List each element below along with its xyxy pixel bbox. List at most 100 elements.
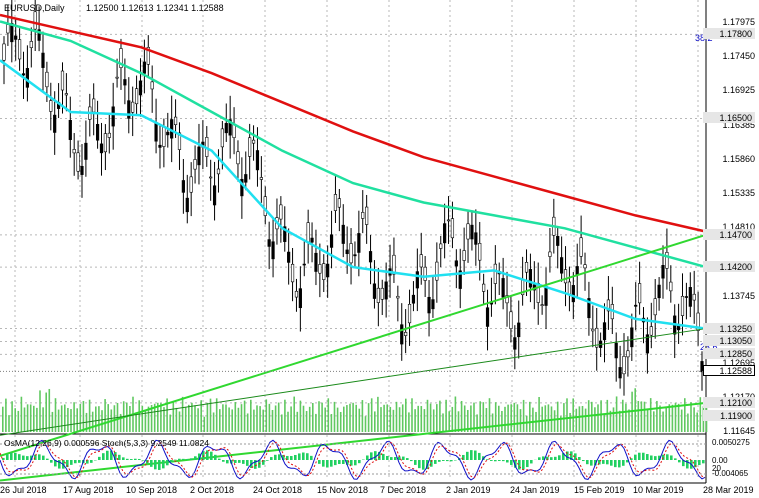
date-label: 28 Mar 2019 [703, 485, 754, 495]
osma-bar [210, 451, 213, 460]
candle-body [341, 224, 345, 244]
candle-body [255, 150, 260, 171]
volume-bar [11, 401, 13, 432]
candle-body [181, 180, 185, 193]
volume-bar [674, 402, 677, 432]
candle-body [25, 68, 29, 88]
osma-bar [550, 457, 553, 460]
price-axis-label: 1.12695 [722, 358, 755, 369]
candle-body [454, 260, 458, 267]
osma-bar [166, 460, 169, 466]
volume-bar [144, 410, 147, 432]
osma-bar [218, 458, 221, 460]
candle-body [189, 176, 193, 193]
volume-bar [184, 407, 187, 432]
candle-body [162, 126, 166, 147]
volume-bar [377, 396, 379, 432]
candle-body [49, 100, 53, 112]
price-tag: 1.14700 [703, 228, 755, 240]
candle-body [466, 223, 470, 240]
volume-bar [479, 401, 481, 432]
osma-bar [582, 460, 585, 462]
volume-bar [355, 404, 357, 432]
osma-bar [670, 455, 673, 460]
volume-bar [82, 400, 85, 432]
volume-bar [321, 402, 323, 432]
osma-bar [182, 458, 185, 460]
candle-body [158, 144, 162, 148]
candle-body [29, 41, 33, 48]
osma-bar [26, 456, 29, 460]
price-axis-label: 1.13745 [722, 290, 755, 301]
candle-body [431, 299, 435, 310]
volume-bar [680, 409, 683, 432]
candle-body [661, 265, 665, 279]
price-axis-label: 1.17975 [722, 17, 755, 28]
volume-bar [79, 403, 82, 432]
osma-bar [318, 460, 321, 464]
volume-bar [147, 406, 150, 432]
osma-bar [238, 460, 241, 463]
volume-bar [169, 414, 171, 432]
volume-bar [653, 411, 655, 432]
osma-bar [306, 453, 309, 460]
candle-body [349, 243, 353, 264]
candle-body [99, 143, 104, 154]
price-tag: 1.12100 [703, 396, 755, 408]
volume-bar [423, 409, 426, 432]
candle-body [361, 212, 365, 219]
candle-body [513, 337, 517, 350]
candle-body [696, 312, 700, 331]
candle-body [618, 367, 622, 379]
volume-bar [584, 408, 587, 432]
osma-bar [358, 460, 361, 464]
volume-bar [343, 406, 345, 432]
candle-body [80, 166, 84, 175]
osma-bar [66, 460, 69, 468]
volume-bar [637, 400, 640, 432]
candle-body [439, 243, 443, 249]
volume-bar [606, 399, 609, 432]
osma-bar [106, 450, 109, 460]
volume-bar [141, 405, 144, 432]
osma-bar [266, 460, 269, 461]
candle-body [435, 261, 439, 281]
volume-bar [541, 406, 543, 432]
candle-body [10, 23, 14, 43]
osma-bar [606, 460, 609, 465]
volume-bar [327, 398, 330, 432]
volume-bar [380, 407, 382, 432]
osma-bar [410, 460, 413, 462]
osma-bar [98, 456, 101, 460]
osma-bar [414, 460, 417, 465]
osma-bar [658, 455, 661, 460]
osma-bar [78, 460, 81, 463]
candle-body [107, 132, 111, 138]
osma-bar [642, 452, 645, 460]
trend-line-0 [0, 233, 707, 457]
volume-bar [336, 407, 339, 432]
osma-bar [406, 458, 409, 460]
volume-bar [445, 399, 447, 432]
osma-bar [554, 456, 557, 460]
osma-bar [654, 456, 657, 460]
candle-body [606, 299, 611, 312]
osma-bar [158, 460, 161, 470]
candle-body [310, 237, 314, 243]
volume-bar [665, 407, 667, 432]
osma-bar [194, 456, 197, 460]
volume-bar [581, 406, 584, 432]
osma-bar [242, 460, 245, 464]
volume-bar [290, 406, 292, 432]
volume-bar [308, 406, 311, 432]
candle-body [138, 80, 143, 96]
volume-bar [659, 405, 661, 432]
candle-body [528, 269, 533, 288]
candle-body [517, 322, 521, 338]
volume-bar [451, 406, 454, 432]
ohlc-values: 1.12500 1.12613 1.12341 1.12588 [86, 3, 224, 13]
osma-bar [282, 455, 285, 460]
volume-bar [271, 409, 274, 432]
osma-bar [678, 460, 681, 463]
